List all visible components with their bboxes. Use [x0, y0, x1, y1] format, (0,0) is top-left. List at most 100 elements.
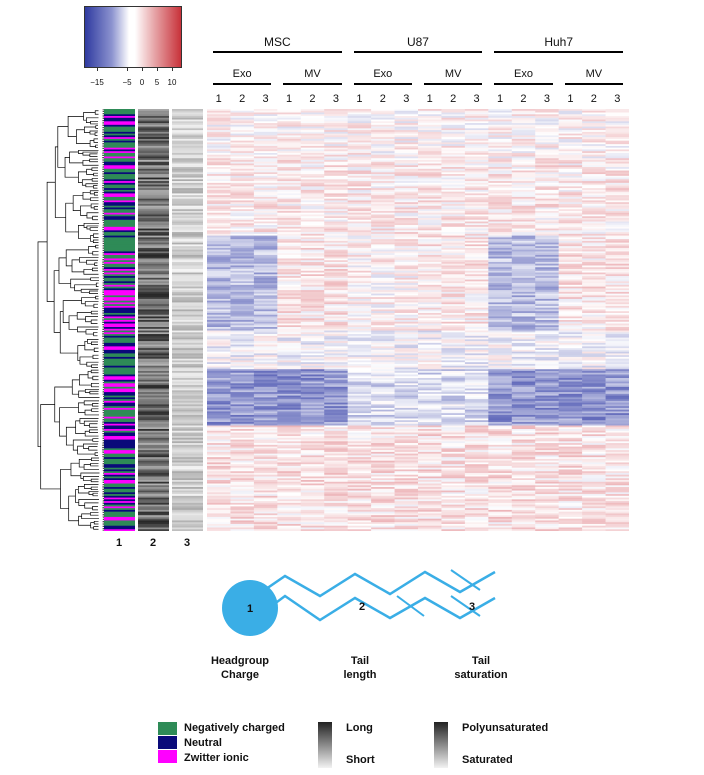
annotation-cell — [104, 522, 135, 525]
heatmap-cell — [347, 286, 372, 289]
heatmap-cell — [488, 323, 513, 326]
annotation-cell — [104, 460, 135, 463]
heatmap-cell — [347, 133, 372, 136]
heatmap-cell — [418, 117, 442, 120]
heatmap-cell — [418, 318, 442, 321]
annotation-cell — [104, 316, 135, 319]
heatmap-cell — [230, 416, 255, 419]
heatmap-cell — [511, 381, 536, 384]
heatmap-cell — [277, 269, 302, 272]
heatmap-cell — [605, 320, 629, 323]
color-key-tick-label: 10 — [167, 78, 177, 87]
annotation-cell — [172, 423, 203, 426]
annotation-cell — [172, 494, 203, 497]
heatmap-cell — [441, 480, 466, 483]
heatmap-cell — [394, 429, 419, 432]
heatmap-cell — [324, 307, 348, 310]
heatmap-cell — [300, 283, 325, 286]
heatmap-cell — [441, 436, 466, 439]
annotation-cell — [138, 425, 169, 428]
annotation-cell — [138, 348, 169, 351]
heatmap-cell — [511, 441, 536, 444]
heatmap-cell — [253, 247, 278, 251]
heatmap-cell — [605, 284, 629, 287]
heatmap-cell — [207, 265, 231, 268]
heatmap-cell — [535, 344, 559, 347]
heatmap-cell — [418, 363, 442, 367]
heatmap-cell — [394, 200, 419, 203]
heatmap-cell — [605, 307, 629, 310]
heatmap-cell — [347, 267, 372, 270]
heatmap-cell — [464, 203, 489, 207]
heatmap-cell — [230, 286, 255, 289]
heatmap-cell — [558, 351, 583, 354]
heatmap-cell — [605, 471, 629, 474]
heatmap-cell — [488, 188, 513, 191]
heatmap-cell — [535, 348, 559, 351]
heatmap-cell — [558, 200, 583, 203]
heatmap-cell — [230, 370, 255, 374]
heatmap-cell — [277, 230, 302, 233]
heatmap-cell — [464, 270, 489, 273]
annotation-cell — [104, 163, 135, 166]
heatmap-cell — [371, 133, 395, 136]
annotation-cell — [172, 295, 203, 298]
heatmap-cell — [441, 261, 466, 265]
heatmap-cell — [535, 330, 559, 333]
heatmap-cell — [277, 261, 302, 265]
heatmap-cell — [441, 446, 466, 449]
heatmap-cell — [511, 395, 536, 398]
annotation-cell — [138, 117, 169, 120]
heatmap-cell — [277, 254, 302, 258]
heatmap-cell — [230, 151, 255, 154]
heatmap-cell — [324, 281, 348, 284]
annotation-cell — [172, 406, 203, 409]
heatmap-cell — [277, 362, 302, 365]
heatmap-cell — [277, 189, 302, 193]
heatmap-cell — [418, 226, 442, 229]
heatmap-cell — [464, 251, 489, 254]
heatmap-cell — [558, 159, 583, 163]
heatmap-cell — [582, 200, 606, 203]
heatmap-cell — [535, 274, 559, 277]
heatmap-cell — [464, 465, 489, 469]
heatmap-cell — [347, 270, 372, 273]
heatmap-cell — [582, 121, 606, 124]
heatmap-cell — [464, 256, 489, 259]
heatmap-cell — [511, 397, 536, 400]
heatmap-cell — [418, 144, 442, 147]
heatmap-cell — [394, 188, 419, 191]
annotation-cell — [172, 337, 203, 340]
heatmap-cell — [582, 274, 606, 277]
heatmap-cell — [253, 420, 278, 423]
heatmap-cell — [277, 439, 302, 442]
annotation-cell — [104, 121, 135, 124]
annotation-cell — [104, 140, 135, 143]
heatmap-cell — [558, 209, 583, 212]
annotation-cell — [104, 378, 135, 381]
annotation-cell — [104, 478, 135, 481]
dendrogram-branch — [86, 117, 99, 123]
annotation-cell — [104, 363, 135, 367]
heatmap-cell — [441, 397, 466, 400]
heatmap-cell — [347, 281, 372, 284]
annotation-cell — [138, 196, 169, 200]
heatmap-cell — [511, 156, 536, 159]
annotation-column-label: 1 — [116, 537, 123, 549]
heatmap-cell — [418, 205, 442, 208]
heatmap-cell — [207, 437, 231, 440]
annotation-cell — [104, 191, 135, 194]
heatmap-cell — [324, 110, 348, 113]
heatmap-cell — [418, 446, 442, 449]
subgroup-label: Exo — [514, 68, 533, 80]
heatmap-cell — [207, 205, 231, 208]
heatmap-cell — [418, 177, 442, 180]
heatmap-cell — [511, 284, 536, 287]
heatmap-cell — [582, 276, 606, 279]
heatmap-cell — [418, 351, 442, 354]
heatmap-cell — [605, 112, 629, 115]
heatmap-cell — [371, 411, 395, 414]
heatmap-cell — [230, 439, 255, 442]
heatmap-cell — [535, 374, 559, 377]
heatmap-cell — [347, 314, 372, 317]
